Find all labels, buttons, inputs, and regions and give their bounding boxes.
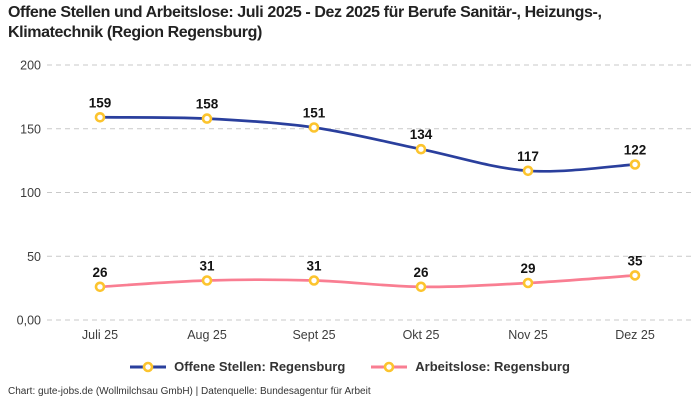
data-point-value-label: 117 xyxy=(517,149,539,164)
series-line xyxy=(98,115,637,173)
data-point-value-label: 158 xyxy=(196,97,219,112)
data-point-value-label: 159 xyxy=(89,95,112,110)
data-point-marker xyxy=(94,281,106,293)
data-point-marker xyxy=(308,122,320,133)
legend-item-offene-stellen[interactable]: Offene Stellen: Regensburg xyxy=(130,359,345,374)
legend-item-arbeitslose[interactable]: Arbeitslose: Regensburg xyxy=(371,359,570,374)
series-line xyxy=(98,274,637,289)
data-point-value-label: 26 xyxy=(92,265,108,280)
legend-line-offene-stellen-icon xyxy=(130,361,167,372)
x-axis-tick-label: Dez 25 xyxy=(615,328,655,342)
data-point-value-label: 31 xyxy=(199,259,215,274)
chart-legend: Offene Stellen: Regensburg Arbeitslose: … xyxy=(0,359,700,374)
chart-footer-credit: Chart: gute-jobs.de (Wollmilchsau GmbH) … xyxy=(8,386,371,397)
y-axis-tick-label: 100 xyxy=(20,186,41,200)
chart-title: Offene Stellen und Arbeitslose: Juli 202… xyxy=(8,4,602,41)
data-point-value-label: 122 xyxy=(624,143,647,158)
data-point-marker xyxy=(522,165,534,177)
data-point-value-label: 151 xyxy=(303,106,326,121)
legend-label-offene-stellen: Offene Stellen: Regensburg xyxy=(174,359,346,374)
legend-line-arbeitslose-icon xyxy=(371,361,408,372)
data-point-value-label: 134 xyxy=(410,127,433,142)
data-point-marker xyxy=(415,143,427,155)
data-point-marker xyxy=(201,113,213,124)
data-point-marker xyxy=(415,281,427,293)
x-axis-tick-label: Nov 25 xyxy=(508,328,548,342)
y-axis-tick-label: 50 xyxy=(27,250,41,264)
y-axis-tick-label: 150 xyxy=(20,122,41,136)
x-axis-tick-label: Juli 25 xyxy=(82,328,118,342)
y-axis-tick-label: 0,00 xyxy=(17,314,41,328)
data-point-marker xyxy=(201,275,213,286)
data-point-marker xyxy=(629,270,641,281)
data-point-value-label: 29 xyxy=(520,261,535,276)
line-chart: 200 150 100 50 0,00 Juli 25 Aug 25 Sept 25 Okt 2… xyxy=(17,59,693,342)
x-axis-tick-label: Aug 25 xyxy=(187,328,227,342)
data-point-value-label: 31 xyxy=(306,259,322,274)
data-point-value-label: 26 xyxy=(413,265,429,280)
x-axis-tick-label: Sept 25 xyxy=(292,328,335,342)
data-point-marker xyxy=(522,277,534,289)
legend-label-arbeitslose: Arbeitslose: Regensburg xyxy=(415,359,570,374)
y-axis-tick-label: 200 xyxy=(20,59,41,73)
data-point-marker xyxy=(94,111,106,123)
data-point-marker xyxy=(308,275,320,286)
data-point-marker xyxy=(629,159,641,170)
data-point-value-label: 35 xyxy=(627,253,643,268)
x-axis-tick-label: Okt 25 xyxy=(403,328,440,342)
